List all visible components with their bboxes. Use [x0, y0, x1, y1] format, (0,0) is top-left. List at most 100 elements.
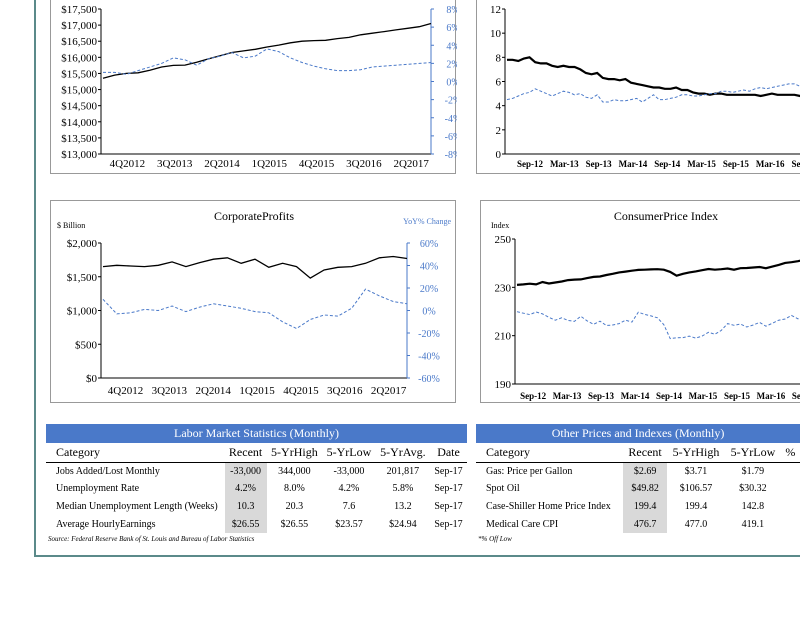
series-line-solid: [102, 22, 432, 79]
x-tick-label: Sep-13: [586, 159, 613, 169]
x-tick-label: Mar-13: [550, 159, 579, 169]
prices-col-high: 5-YrHigh: [667, 443, 725, 463]
labor-cell: -33,000: [224, 462, 267, 481]
x-tick-label: 3Q2013: [157, 158, 193, 170]
labor-col-category: Category: [46, 443, 225, 463]
right-tick-label: 4%: [446, 41, 457, 52]
right-tick-label: -40%: [418, 352, 440, 363]
x-tick-label: 1Q2015: [252, 158, 288, 170]
prices-cell: [781, 515, 800, 533]
prices-cell: [781, 498, 800, 516]
chart-unemployment: 12 10 8 6 4 2 0 Sep-12 Mar-13 Sep-13 Mar-14 Sep-14 M…: [476, 0, 800, 174]
x-tick-label: Mar-16: [756, 159, 785, 169]
x-tick-label: 4Q2012: [110, 158, 145, 170]
left-tick-label: $16,000: [61, 52, 97, 64]
chart-title: CorporateProfits: [214, 209, 294, 223]
x-tick-label: Mar-14: [621, 391, 650, 401]
prices-cell: 477.0: [684, 518, 708, 530]
prices-table-title: Other Prices and Indexes (Monthly): [476, 424, 800, 443]
labor-cell: 344,000: [278, 466, 311, 478]
left-tick-label: $14,500: [61, 101, 97, 113]
x-tick-label: 2Q2014: [195, 385, 231, 397]
labor-cell: 4.2%: [338, 483, 360, 495]
table-row: Gas: Price per Gallon $2.69 $3.71 $1.79: [476, 462, 800, 481]
prices-cell: 476.7: [623, 515, 667, 533]
x-tick-label: 3Q2013: [152, 385, 188, 397]
right-tick-label: -60%: [418, 374, 440, 385]
x-tick-label: 4Q2015: [283, 385, 319, 397]
labor-cell: $26.55: [224, 515, 267, 533]
prices-cell: 142.8: [741, 500, 765, 512]
table-row: Average HourlyEarnings $26.55 $26.55 $23…: [46, 515, 467, 533]
x-tick-label: 2Q2014: [204, 158, 240, 170]
left-tick-label: $0: [86, 373, 98, 385]
labor-cell: 8.0%: [283, 483, 305, 495]
x-tick-label: Sep-14: [656, 391, 683, 401]
labor-cell: 7.6: [342, 500, 356, 512]
right-tick-label: -6%: [445, 132, 457, 143]
x-tick-label: Sep-16: [792, 391, 800, 401]
right-tick-label: 40%: [420, 262, 438, 273]
right-tick-label: 0%: [422, 307, 435, 318]
x-tick-label: Mar-15: [687, 159, 716, 169]
left-tick-label: $1,500: [67, 272, 98, 284]
prices-cell: $3.71: [684, 466, 708, 478]
chart-corporate-profits-svg: CorporateProfits $ Billion YoY% Change $2,0…: [57, 209, 451, 397]
x-tick-label: 3Q2016: [346, 158, 382, 170]
prices-cell: 199.4: [623, 497, 667, 516]
x-tick-label: Mar-14: [619, 159, 648, 169]
labor-cell: Sep-17: [434, 500, 463, 512]
left-tick-label: 2: [496, 125, 502, 137]
right-tick-label: 2%: [446, 59, 457, 70]
series-line-dashed: [103, 48, 432, 75]
series-line-dashed: [516, 311, 800, 340]
other-prices-table: Other Prices and Indexes (Monthly) Categ…: [476, 424, 800, 533]
prices-cell: $1.79: [741, 466, 765, 478]
chart-gdp: $17,500 $17,000 $16,500 $16,000 $15,500 $15,0…: [50, 0, 461, 174]
left-tick-label: $1,000: [67, 306, 98, 318]
left-tick-label: 6: [496, 77, 502, 89]
x-tick-label: Sep-15: [723, 159, 750, 169]
left-axis-label: $ Billion: [57, 221, 85, 230]
right-tick-label: -20%: [418, 329, 440, 340]
labor-cell: Sep-17: [434, 518, 463, 530]
labor-cell: $23.57: [335, 518, 363, 530]
left-tick-label: $2,000: [67, 238, 98, 250]
prices-cell: $30.32: [739, 483, 767, 495]
labor-col-avg: 5-YrAvg.: [375, 443, 431, 463]
left-tick-label: $17,000: [61, 20, 97, 32]
labor-cell: 201,817: [386, 466, 420, 478]
left-tick-label: $17,500: [61, 4, 97, 16]
labor-row-label: Median Unemployment Length (Weeks): [56, 500, 218, 512]
left-tick-label: $15,500: [61, 68, 97, 80]
series-line-solid: [507, 56, 800, 98]
x-tick-label: Mar-16: [757, 391, 786, 401]
left-tick-label: 8: [496, 52, 502, 64]
right-tick-label: -4%: [445, 114, 457, 125]
x-tick-label: 1Q2015: [239, 385, 275, 397]
left-tick-label: $16,500: [61, 36, 97, 48]
prices-row-label: Gas: Price per Gallon: [486, 466, 573, 478]
prices-row-label: Medical Care CPI: [486, 518, 559, 530]
chart-unemployment-svg: 12 10 8 6 4 2 0 Sep-12 Mar-13 Sep-13 Mar-14 Sep-14 M…: [490, 4, 800, 169]
right-axis-label: YoY% Change: [403, 217, 451, 226]
left-tick-label: 4: [496, 101, 502, 113]
x-tick-label: 4Q2012: [108, 385, 143, 397]
left-tick-label: 230: [495, 282, 512, 294]
left-tick-label: $13,000: [61, 149, 97, 161]
prices-col-category: Category: [476, 443, 624, 463]
x-tick-label: Sep-16: [792, 159, 800, 169]
labor-cell: 4.2%: [224, 480, 267, 498]
left-tick-label: $13,500: [61, 133, 97, 145]
x-tick-label: Sep-15: [724, 391, 751, 401]
prices-cell: 199.4: [684, 500, 708, 512]
right-tick-label: -8%: [445, 150, 457, 161]
x-tick-label: 2Q2017: [371, 385, 407, 397]
table-row: Jobs Added/Lost Monthly -33,000 344,000 …: [46, 462, 467, 481]
left-tick-label: 250: [495, 234, 512, 246]
labor-market-table: Labor Market Statistics (Monthly) Catego…: [46, 424, 467, 533]
x-tick-label: Sep-14: [654, 159, 681, 169]
table-row: Case-Shiller Home Price Index 199.4 199.…: [476, 497, 800, 516]
labor-col-date: Date: [430, 443, 467, 463]
chart-cpi: ConsumerPrice Index Index 250 230 210 190 Sep-…: [480, 200, 800, 403]
